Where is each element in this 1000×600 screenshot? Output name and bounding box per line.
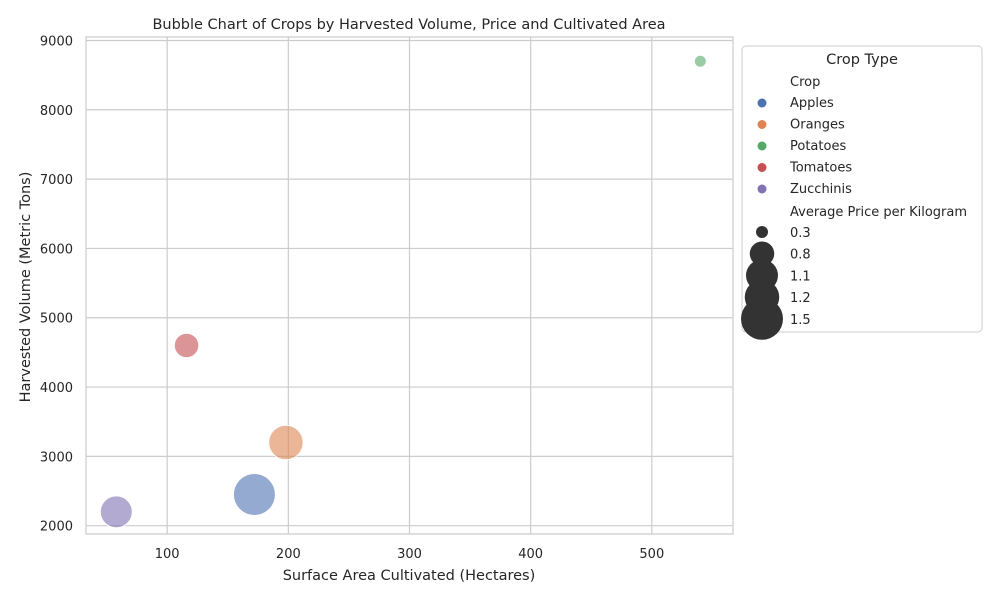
legend-marker-tomatoes [757, 163, 767, 172]
x-tick-label: 500 [639, 547, 664, 562]
legend-label-apples: Apples [790, 96, 834, 111]
legend-size-marker [756, 226, 768, 238]
legend-marker-apples [757, 98, 767, 108]
legend-size-label: 1.5 [790, 313, 811, 328]
data-points [99, 54, 707, 529]
x-tick-label: 400 [518, 547, 543, 562]
legend-box [741, 45, 983, 333]
chart-title: Bubble Chart of Crops by Harvested Volum… [152, 17, 665, 33]
y-tick-label: 8000 [40, 104, 73, 119]
legend-size-entries: 0.3 0.8 1.1 1.2 1.5 [741, 226, 811, 340]
legend-label-potatoes: Potatoes [790, 139, 846, 154]
grid [86, 37, 733, 534]
y-tick-label: 7000 [40, 173, 73, 188]
legend-marker-oranges [757, 120, 767, 129]
legend-label-zucchinis: Zucchinis [790, 182, 852, 197]
bubble-tomatoes [173, 332, 200, 359]
legend-marker-potatoes [757, 141, 767, 151]
x-tick-label: 300 [397, 547, 422, 562]
y-tick-label: 3000 [40, 450, 73, 465]
legend-size-label: 1.2 [790, 291, 811, 306]
y-tick-labels: 2000 3000 4000 5000 6000 7000 8000 9000 [40, 34, 73, 534]
legend-size-marker [749, 241, 775, 266]
legend-hue-entries: Apples Oranges Potatoes Tomatoes Zucchinis [757, 96, 852, 197]
legend-hue-title: Crop [790, 75, 820, 90]
y-tick-label: 2000 [40, 520, 73, 535]
legend-size-label: 0.3 [790, 226, 811, 241]
legend-label-oranges: Oranges [790, 118, 845, 133]
x-tick-labels: 100 200 300 400 500 [155, 547, 664, 562]
bubble-potatoes [693, 54, 707, 68]
y-tick-label: 6000 [40, 242, 73, 257]
x-tick-label: 100 [155, 547, 180, 562]
y-axis-label: Harvested Volume (Metric Tons) [18, 172, 34, 403]
legend-title: Crop Type [826, 52, 898, 68]
bubble-zucchinis [99, 495, 133, 529]
legend-size-label: 0.8 [790, 248, 811, 263]
legend-size-label: 1.1 [790, 269, 811, 284]
y-tick-label: 9000 [40, 34, 73, 49]
plot-area [85, 36, 734, 535]
bubble-oranges [268, 424, 304, 461]
x-tick-label: 200 [276, 547, 301, 562]
legend-size-title: Average Price per Kilogram [790, 205, 967, 220]
legend-marker-zucchinis [757, 184, 767, 194]
legend-label-tomatoes: Tomatoes [789, 161, 852, 176]
x-axis-label: Surface Area Cultivated (Hectares) [283, 568, 536, 584]
legend-size-marker [741, 297, 783, 340]
bubble-apples [232, 472, 276, 516]
y-tick-label: 5000 [40, 312, 73, 327]
y-tick-label: 4000 [40, 381, 73, 396]
legend: Crop Type Crop Apples Oranges Potatoes Toma… [741, 45, 983, 340]
